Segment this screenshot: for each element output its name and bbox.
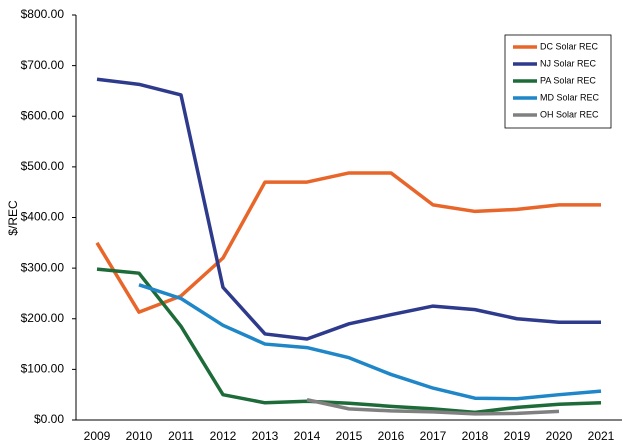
- y-tick-label: $200.00: [21, 311, 65, 325]
- legend-label: DC Solar REC: [540, 41, 599, 51]
- x-tick-label: 2015: [336, 429, 363, 443]
- y-tick-label: $600.00: [21, 108, 65, 122]
- x-tick-label: 2021: [588, 429, 615, 443]
- series-line: [96, 77, 601, 341]
- x-tick-label: 2020: [546, 429, 573, 443]
- legend-label: PA Solar REC: [540, 75, 596, 85]
- x-tick-label: 2017: [420, 429, 447, 443]
- legend-label: MD Solar REC: [540, 92, 600, 102]
- y-axis-label: $/REC: [6, 200, 20, 236]
- y-tick-label: $700.00: [21, 58, 65, 72]
- legend: DC Solar REC NJ Solar REC PA Solar REC MD S…: [504, 34, 612, 129]
- x-tick-label: 2012: [210, 429, 237, 443]
- series-line: [138, 283, 602, 401]
- series-line: [96, 267, 602, 415]
- x-tick-label: 2014: [294, 429, 321, 443]
- y-tick-label: $400.00: [21, 210, 65, 224]
- y-tick-label: $500.00: [21, 159, 65, 173]
- y-tick-label: $800.00: [21, 7, 65, 21]
- series-line: [306, 398, 560, 416]
- x-tick-label: 2010: [126, 429, 153, 443]
- x-tick-label: 2019: [504, 429, 531, 443]
- y-tick-label: $100.00: [21, 362, 65, 376]
- x-tick-label: 2018: [462, 429, 489, 443]
- y-tick-label: $300.00: [21, 260, 65, 274]
- x-tick-label: 2016: [378, 429, 405, 443]
- x-tick-label: 2011: [168, 429, 194, 443]
- x-tick-label: 2009: [84, 429, 111, 443]
- legend-label: NJ Solar REC: [540, 58, 597, 68]
- y-tick-label: $0.00: [34, 412, 64, 426]
- series-line: [95, 171, 601, 314]
- x-tick-label: 2013: [252, 429, 279, 443]
- legend-label: OH Solar REC: [540, 109, 599, 119]
